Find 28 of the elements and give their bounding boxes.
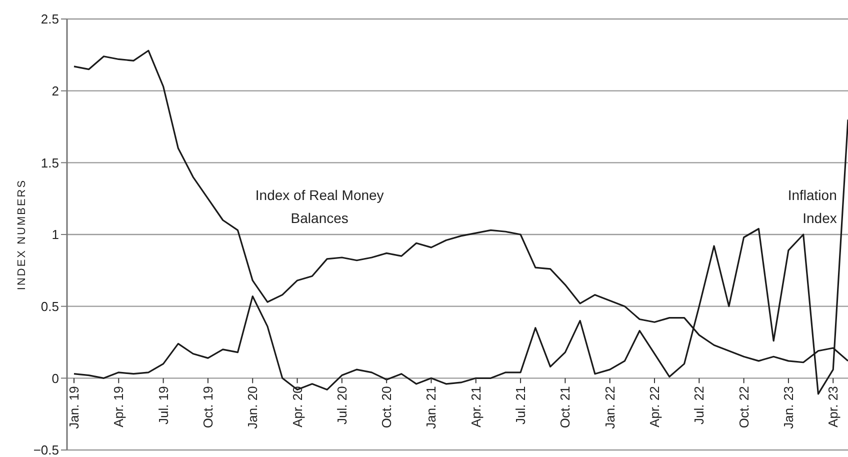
x-tick-label: Apr. 22: [647, 386, 662, 428]
y-tick-label: 0: [52, 370, 59, 386]
y-tick-label: 0.5: [40, 298, 59, 314]
series-label: Index of Real Money Balances: [254, 186, 385, 228]
series-label: Inflation Index: [786, 186, 837, 228]
x-tick-label: Jan. 22: [602, 386, 618, 429]
x-tick-label: Jan. 20: [245, 386, 260, 429]
x-tick-label: Apr. 21: [468, 386, 484, 428]
x-tick-label: Jan. 21: [424, 386, 439, 429]
x-tick-label: Jul. 21: [513, 386, 528, 424]
x-tick-label: Jul. 19: [156, 386, 171, 424]
y-tick-label: 2.5: [40, 12, 59, 27]
x-tick-label: Oct. 22: [736, 386, 752, 428]
x-tick-label: Jul. 22: [692, 386, 707, 424]
x-tick-label: Jul. 20: [334, 386, 350, 424]
x-tick-label: Apr. 19: [111, 386, 126, 428]
y-tick-label: 1.5: [40, 155, 59, 170]
x-tick-label: Apr. 23: [826, 386, 841, 428]
x-tick-label: Apr. 20: [290, 386, 305, 428]
y-axis-title: INDEX NUMBERS: [16, 178, 28, 290]
x-tick-label: Oct. 21: [558, 386, 573, 428]
y-tick-label: −0.5: [33, 442, 59, 457]
x-tick-label: Jan. 19: [66, 386, 82, 429]
x-tick-label: Oct. 19: [200, 386, 216, 428]
x-tick-label: Jan. 23: [780, 386, 796, 429]
y-tick-label: 2: [52, 83, 59, 98]
y-tick-label: 1: [52, 227, 59, 242]
x-tick-label: Oct. 20: [379, 386, 394, 428]
